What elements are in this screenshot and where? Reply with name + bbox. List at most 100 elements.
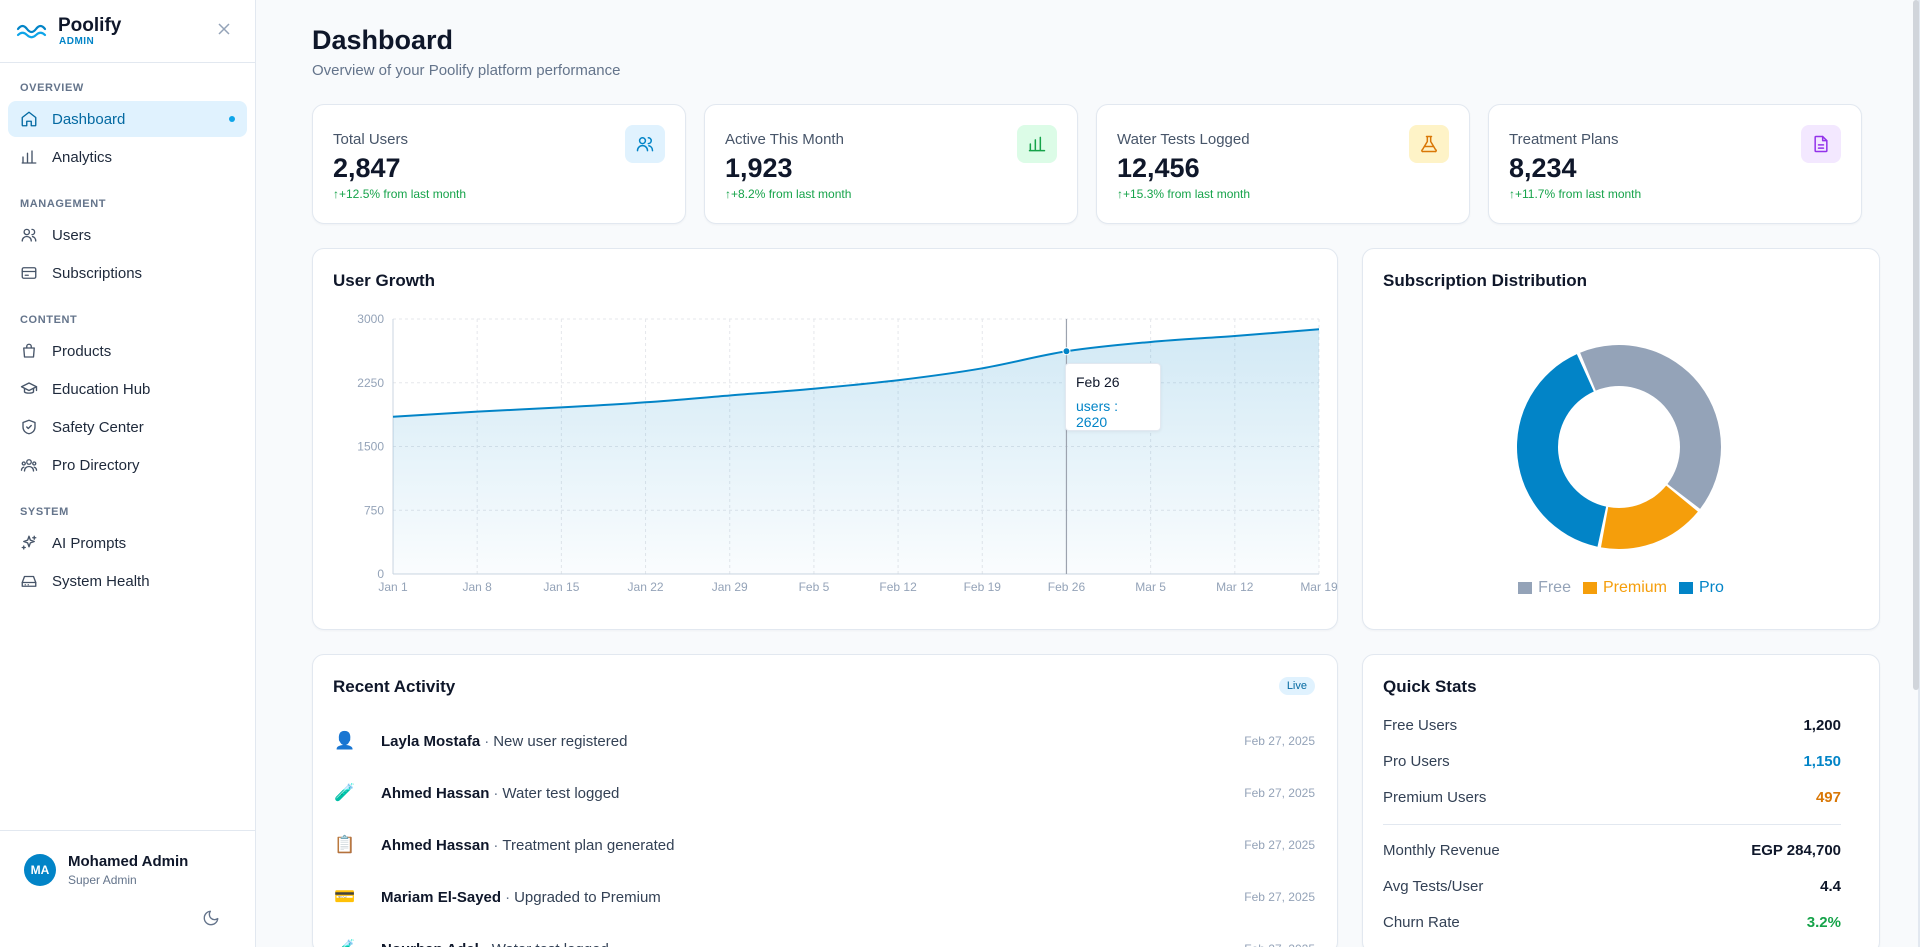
nav-section-title: CONTENT [20, 314, 78, 326]
activity-item[interactable]: 🧪 Ahmed Hassan · Water test logged Feb 27, 2… [333, 773, 1315, 813]
sidebar-item-education-hub[interactable]: Education Hub [8, 371, 247, 407]
shopping-bag-icon [23, 343, 35, 358]
legend-item-pro[interactable]: Pro [1679, 579, 1724, 597]
area-fill [393, 329, 1319, 574]
waves-logo-icon [16, 24, 47, 39]
pie-slice-premium[interactable] [1600, 485, 1698, 549]
sidebar-item-ai-prompts[interactable]: AI Prompts [8, 525, 247, 561]
chart-tooltip: Feb 26 users : 2620 [1065, 363, 1161, 431]
stat-value: 8,234 [1509, 153, 1577, 183]
legend-item-premium[interactable]: Premium [1582, 579, 1667, 597]
stat-icon-badge [1409, 125, 1449, 163]
sidebar-item-label: Education Hub [52, 380, 151, 398]
hard-drive-icon [21, 575, 37, 587]
credit-card-icon [21, 267, 37, 279]
stat-change: ↑+15.3% from last month [1117, 187, 1251, 201]
quick-stat-label: Pro Users [1383, 753, 1450, 770]
sidebar-item-subscriptions[interactable]: Subscriptions [8, 255, 247, 291]
stat-icon-badge [1801, 125, 1841, 163]
activity-action: New user registered [493, 732, 628, 750]
quick-stats-card: Quick Stats Free Users 1,200 Pro Users 1,15… [1362, 654, 1880, 947]
activity-user: Nourhan Adel [381, 941, 479, 947]
arrow-up-icon: ↑ [1117, 187, 1123, 201]
sidebar-item-dashboard[interactable]: Dashboard [8, 101, 247, 137]
stat-card-treatment-plans: Treatment Plans 8,234 ↑+11.7% from last mo… [1488, 104, 1862, 224]
scrollbar-track[interactable] [1918, 0, 1920, 947]
legend-label: Premium [1602, 579, 1667, 596]
user-growth-chart[interactable]: 0 750 1500 2250 3000 Jan 1 Jan 8 Jan 15 Jan 22 Ja… [313, 249, 1339, 631]
separator: · [483, 941, 488, 947]
arrow-up-icon: ↑ [725, 187, 731, 201]
stat-value: 2,847 [333, 153, 401, 183]
quick-stat-value: 497 [1815, 789, 1841, 806]
sidebar-item-products[interactable]: Products [8, 333, 247, 369]
credit-card-icon: 💳 [334, 887, 356, 906]
bar-chart-icon [21, 150, 37, 164]
user-profile[interactable]: MA Mohamed Admin Super Admin [0, 830, 256, 947]
subscription-distribution-title: Subscription Distribution [1383, 271, 1587, 290]
activity-user: Ahmed Hassan [381, 784, 490, 802]
users-icon-wrap [20, 226, 38, 244]
stat-change: ↑+8.2% from last month [725, 187, 852, 201]
close-sidebar-button[interactable] [215, 22, 233, 40]
x-tick-label: Mar 12 [1216, 580, 1254, 594]
home-icon [21, 111, 37, 127]
shield-check-icon [22, 419, 36, 435]
x-tick-label: Jan 29 [712, 580, 748, 594]
legend-swatch [1582, 582, 1597, 594]
scrollbar-thumb[interactable] [1913, 0, 1919, 690]
brand: Poolify ADMIN [0, 0, 255, 63]
y-tick-label: 2250 [357, 376, 384, 390]
recent-activity-title: Recent Activity [333, 677, 456, 696]
pie-slice-pro[interactable] [1517, 354, 1607, 547]
sidebar-item-analytics[interactable]: Analytics [8, 139, 247, 175]
x-tick-label: Jan 15 [543, 580, 579, 594]
quick-stat-row: Avg Tests/User 4.4 [1383, 878, 1841, 895]
user-role: Super Admin [68, 873, 137, 887]
sidebar-item-label: Analytics [52, 148, 113, 166]
sidebar-item-users[interactable]: Users [8, 217, 247, 253]
tooltip-label: Feb 26 [1076, 374, 1120, 390]
activity-item[interactable]: 💳 Mariam El-Sayed · Upgraded to Premium Feb … [333, 877, 1315, 917]
sparkles-icon [21, 535, 37, 550]
activity-item[interactable]: 👤 Layla Mostafa · New user registered Feb 27… [333, 721, 1315, 761]
stat-change: ↑+12.5% from last month [333, 187, 467, 201]
stat-label: Active This Month [725, 131, 844, 148]
subscription-distribution-card: Subscription Distribution Free Premium Pro [1362, 248, 1880, 630]
file-text-icon [1814, 135, 1828, 153]
activity-item[interactable]: 📋 Ahmed Hassan · Treatment plan generated Fe… [333, 825, 1315, 865]
sidebar-item-safety-center[interactable]: Safety Center [8, 409, 247, 445]
legend-swatch [1679, 582, 1693, 594]
brand-name: Poolify [58, 14, 122, 36]
separator: · [493, 836, 499, 854]
legend-item-free[interactable]: Free [1518, 579, 1571, 597]
sidebar-item-pro-directory[interactable]: Pro Directory [8, 447, 247, 483]
activity-date: Feb 27, 2025 [1244, 890, 1315, 904]
quick-stat-value: 3.2% [1806, 914, 1841, 931]
stat-card-total-users: Total Users 2,847 ↑+12.5% from last month [312, 104, 686, 224]
users-round-icon-wrap [20, 456, 38, 474]
activity-item[interactable]: 🧪 Nourhan Adel · Water test logged Feb 27, 2… [333, 929, 1315, 947]
x-tick-label: Feb 19 [964, 580, 1002, 594]
moon-icon[interactable] [202, 909, 220, 927]
stat-value: 1,923 [725, 153, 793, 183]
legend-label: Pro [1699, 579, 1724, 596]
main-content: Dashboard Overview of your Poolify platf… [256, 0, 1918, 947]
bar-chart-icon-wrap [20, 148, 38, 166]
pie-slice-free[interactable] [1580, 344, 1721, 509]
bar-chart-icon [1028, 136, 1046, 152]
activity-action: Water test logged [492, 941, 609, 947]
subscription-donut-chart[interactable] [1363, 249, 1881, 631]
user-growth-title: User Growth [333, 271, 436, 290]
tooltip-series: users [1076, 398, 1111, 414]
x-tick-label: Jan 22 [628, 580, 664, 594]
series-line-users [392, 328, 1320, 418]
active-indicator [229, 116, 235, 122]
x-tick-label: Mar 5 [1135, 580, 1166, 594]
legend-swatch [1518, 582, 1533, 594]
activity-action: Upgraded to Premium [514, 888, 661, 906]
nav-section-title: SYSTEM [20, 506, 69, 518]
activity-action: Water test logged [502, 784, 620, 802]
activity-date: Feb 27, 2025 [1244, 942, 1315, 947]
sidebar-item-system-health[interactable]: System Health [8, 563, 247, 599]
